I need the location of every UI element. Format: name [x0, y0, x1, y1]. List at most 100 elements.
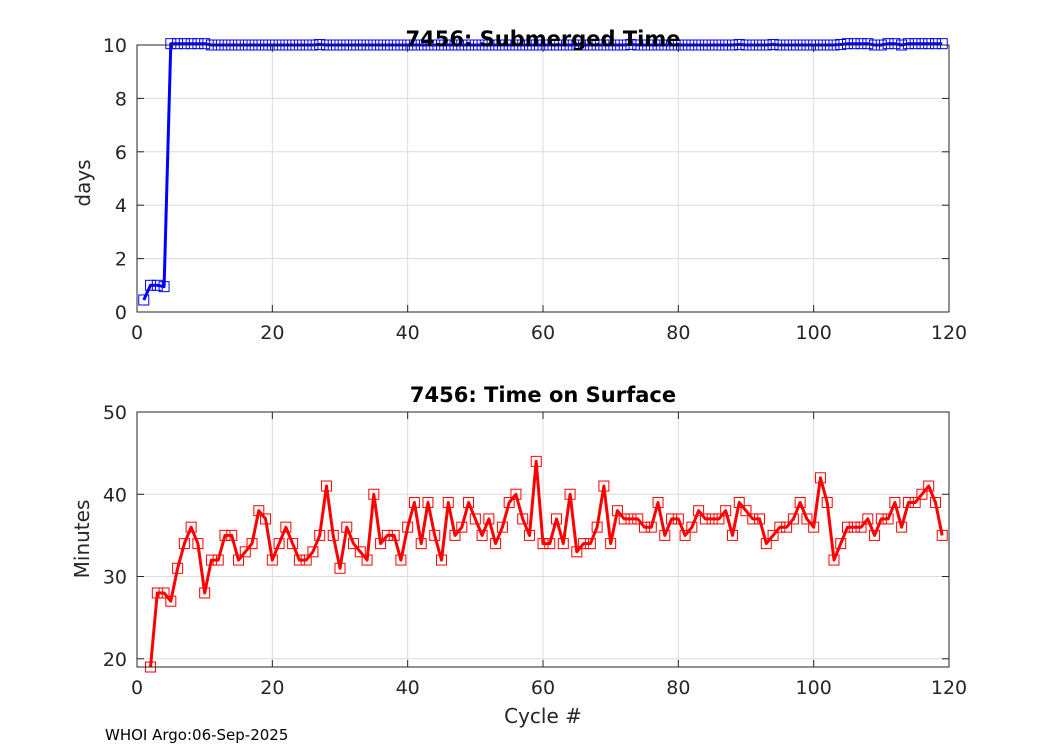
time-on-surface-data-point — [429, 529, 441, 541]
submerged-time-data-point — [625, 38, 637, 50]
submerged-time-xtick-label: 40 — [396, 322, 420, 344]
time-on-surface-data-point — [287, 538, 299, 550]
time-on-surface-data-point — [320, 480, 332, 492]
time-on-surface-data-point — [266, 554, 278, 566]
time-on-surface-data-point — [557, 538, 569, 550]
time-on-surface-ytick-label: 50 — [103, 402, 127, 424]
time-on-surface-data-point — [280, 521, 292, 533]
time-on-surface-data-point — [598, 480, 610, 492]
submerged-time-data-point — [842, 38, 853, 50]
time-on-surface-ytick-label: 30 — [103, 567, 127, 589]
time-on-surface-data-point — [449, 529, 461, 541]
time-on-surface-data-point — [415, 538, 427, 550]
time-on-surface-data-point — [781, 521, 793, 533]
submerged-time-xtick-label: 80 — [666, 322, 690, 344]
time-on-surface-series — [145, 455, 948, 673]
submerged-time-xtick-label: 100 — [796, 322, 832, 344]
time-on-surface-data-point — [212, 554, 224, 566]
time-on-surface-data-point — [659, 529, 671, 541]
time-on-surface-data-point — [348, 538, 360, 550]
time-on-surface-xtick-label: 100 — [796, 677, 832, 699]
time-on-surface-data-point — [869, 529, 881, 541]
time-on-surface-xtick-label: 20 — [260, 677, 284, 699]
submerged-time-xtick-label: 60 — [531, 322, 555, 344]
time-on-surface-ytick-label: 20 — [103, 649, 127, 671]
time-on-surface-data-point — [618, 513, 630, 525]
submerged-time-ytick-label: 8 — [115, 88, 127, 110]
submerged-time-data-point — [902, 38, 914, 50]
time-on-surface-data-point — [151, 587, 163, 599]
time-on-surface-data-point — [510, 488, 522, 500]
time-on-surface-data-point — [726, 529, 738, 541]
time-on-surface-data-point — [395, 554, 407, 566]
submerged-time-xtick-label: 0 — [131, 322, 143, 344]
submerged-time-data-point — [862, 38, 874, 50]
time-on-surface-data-point — [564, 488, 576, 500]
time-on-surface-data-point — [530, 455, 542, 467]
time-on-surface-data-point — [713, 513, 725, 525]
time-on-surface-data-point — [199, 587, 211, 599]
time-on-surface-data-point — [672, 513, 684, 525]
submerged-time-data-point — [178, 38, 190, 50]
time-on-surface-data-point — [814, 472, 826, 484]
submerged-time-data-point — [199, 38, 211, 50]
time-on-surface-data-point — [375, 538, 387, 550]
time-on-surface-data-point — [246, 538, 258, 550]
time-on-surface-data-point — [469, 513, 481, 525]
time-on-surface-series-line — [149, 459, 944, 668]
submerged-time-data-point — [733, 38, 745, 50]
submerged-time-data-point — [909, 38, 921, 50]
time-on-surface-ylabel: Minutes — [70, 500, 94, 579]
submerged-time-data-point — [936, 38, 948, 50]
submerged-time-data-point — [165, 38, 177, 50]
time-on-surface-ytick-label: 40 — [103, 484, 127, 506]
time-on-surface-data-point — [463, 496, 475, 508]
time-on-surface-data-point — [523, 529, 535, 541]
time-on-surface-data-point — [821, 496, 833, 508]
time-on-surface-data-point — [862, 513, 874, 525]
time-on-surface-data-point — [300, 554, 312, 566]
time-on-surface-xtick-label: 120 — [931, 677, 967, 699]
submerged-time-data-point — [192, 38, 204, 50]
submerged-time-data-point — [923, 38, 935, 50]
time-on-surface-data-point — [185, 521, 197, 533]
time-on-surface-data-point — [896, 521, 908, 533]
time-on-surface-data-point — [496, 521, 508, 533]
submerged-time-data-point — [158, 281, 170, 293]
time-on-surface-title: 7456: Time on Surface — [410, 383, 676, 407]
submerged-time-ytick-label: 10 — [103, 35, 127, 57]
time-on-surface-xtick-label: 0 — [131, 677, 143, 699]
submerged-time-data-point — [929, 38, 941, 50]
time-on-surface-data-point — [774, 521, 786, 533]
time-on-surface-data-point — [720, 505, 732, 517]
time-on-surface-data-point — [929, 496, 941, 508]
time-on-surface-data-point — [632, 513, 644, 525]
time-on-surface-data-point — [436, 554, 447, 566]
submerged-time-chart: 0 20 40 60 80 100 120 0 2 4 6 8 10 7456: Submerged T… — [71, 27, 967, 344]
time-on-surface-data-point — [476, 529, 488, 541]
time-on-surface-data-point — [483, 513, 495, 525]
time-on-surface-xtick-label: 60 — [531, 677, 555, 699]
time-on-surface-data-point — [219, 529, 231, 541]
time-on-surface-data-point — [902, 496, 914, 508]
time-on-surface-data-point — [645, 521, 657, 533]
footer-credit: WHOI Argo:06-Sep-2025 — [105, 726, 289, 744]
time-on-surface-data-point — [544, 538, 556, 550]
time-on-surface-data-point — [686, 521, 698, 533]
time-on-surface-data-point — [388, 529, 400, 541]
time-on-surface-data-point — [503, 496, 515, 508]
time-on-surface-data-point — [205, 554, 217, 566]
time-on-surface-data-point — [293, 554, 305, 566]
time-on-surface-data-point — [842, 521, 853, 533]
time-on-surface-data-point — [693, 505, 705, 517]
submerged-time-data-point — [767, 38, 779, 50]
time-on-surface-data-point — [172, 562, 184, 574]
time-on-surface-data-point — [571, 546, 583, 558]
submerged-time-data-point — [145, 279, 157, 291]
time-on-surface-data-point — [916, 488, 928, 500]
time-on-surface-data-point — [442, 496, 454, 508]
time-on-surface-data-point — [848, 521, 860, 533]
time-on-surface-data-point — [652, 496, 664, 508]
submerged-time-ytick-label: 6 — [115, 142, 127, 164]
